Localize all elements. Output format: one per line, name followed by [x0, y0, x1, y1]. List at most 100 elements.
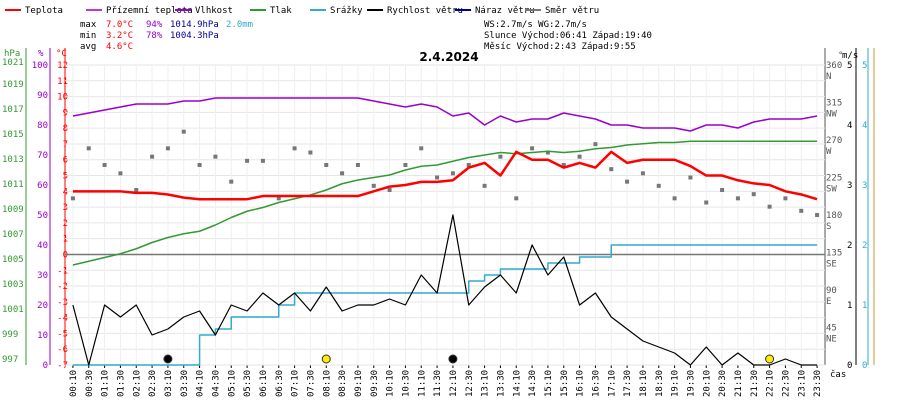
legend-label: Tlak: [270, 6, 292, 16]
stat-temperature: 4.6°C: [106, 42, 133, 52]
humidity-tick: 80: [37, 121, 48, 131]
pressure-unit: hPa: [4, 49, 20, 59]
stat-label: avg: [80, 42, 96, 52]
x-tick-label: 15:30: [560, 370, 570, 397]
x-tick-label: 23:10: [797, 370, 807, 397]
stats-block: max 7.0°C 94% 1014.9hPa 2.0mm min 3.2°C 78% 1004…: [80, 20, 253, 52]
wind-direction-point: [260, 158, 265, 163]
x-tick-label: 06:30: [275, 370, 285, 397]
direction-degree: 270: [826, 136, 842, 146]
x-tick-label: 17:10: [607, 370, 617, 397]
wind-direction-point: [165, 146, 170, 151]
pressure-tick: 1001: [2, 305, 24, 315]
humidity-line: [72, 97, 818, 132]
pressure-line: [72, 140, 818, 266]
wind-direction-point: [102, 163, 107, 167]
direction-label: W: [826, 147, 832, 157]
wind-direction-point: [134, 188, 139, 192]
humidity-tick: 30: [37, 271, 48, 281]
x-tick-label: 08:10: [322, 370, 332, 397]
wind-direction-point: [735, 196, 740, 201]
wind-direction-point: [403, 163, 408, 167]
x-tick-label: 12:10: [449, 370, 459, 397]
direction-degree: 180: [826, 211, 842, 221]
rain-tick: 0: [862, 361, 867, 371]
x-tick-label: 05:30: [243, 370, 253, 397]
direction-degree: 225: [826, 174, 842, 184]
x-tick-label: 05:10: [227, 370, 237, 397]
wind-direction-point: [640, 171, 645, 176]
legend-label: Vlhkost: [195, 6, 233, 16]
moonrise-marker: [163, 354, 173, 364]
humidity-unit: %: [38, 49, 44, 59]
pressure-tick: 1021: [2, 58, 24, 68]
wind-direction-point: [276, 196, 281, 201]
stat-humidity: 94%: [146, 20, 163, 30]
wind-tick: 4: [847, 121, 852, 131]
humidity-tick: 60: [37, 181, 48, 191]
legend-label: Srážky: [330, 6, 363, 16]
x-tick-label: 11:10: [417, 370, 427, 397]
wind-direction-point: [181, 129, 186, 134]
pressure-tick: 1005: [2, 255, 24, 265]
stat-temperature: 7.0°C: [106, 20, 133, 30]
direction-label: E: [826, 297, 831, 307]
wind-speed-line: [72, 214, 818, 366]
pressure-tick: 1007: [2, 230, 24, 240]
legend-label: Náraz větru: [475, 6, 535, 16]
stat-label: min: [80, 31, 96, 41]
x-axis-label: čas: [830, 369, 846, 380]
x-tick-label: 02:10: [132, 370, 142, 397]
moonset-marker: [448, 354, 458, 364]
pressure-tick: 1011: [2, 180, 24, 190]
wind-tick: 5: [847, 61, 852, 71]
wind-direction-point: [435, 175, 440, 180]
temperature-tick: 11: [57, 77, 68, 87]
pressure-tick: 1003: [2, 280, 24, 290]
temperature-tick: -7: [57, 361, 68, 371]
x-tick-label: 22:30: [781, 370, 791, 397]
wind-direction-point: [450, 171, 455, 176]
wind-direction-point: [720, 188, 725, 192]
wind-direction-point: [609, 167, 614, 172]
temperature-tick: -4: [57, 314, 68, 324]
x-tick-label: 03:30: [180, 370, 190, 397]
x-tick-label: 19:30: [686, 370, 696, 397]
temperature-unit: °C: [56, 49, 67, 59]
temperature-tick: -3: [57, 298, 68, 308]
wind-direction-point: [308, 150, 313, 155]
wind-direction-point: [466, 163, 471, 167]
x-tick-label: 08:30: [338, 370, 348, 397]
rain-tick: 3: [862, 181, 867, 191]
rain-tick: 5: [862, 61, 867, 71]
legend-label: Rychlost větru: [387, 6, 463, 16]
wind-direction-point: [593, 142, 598, 147]
x-tick-label: 13:10: [481, 370, 491, 397]
wind-direction-point: [340, 171, 345, 176]
x-tick-label: 20:30: [718, 370, 728, 397]
pressure-tick: 1015: [2, 130, 24, 140]
stat-label: max: [80, 20, 97, 30]
x-tick-label: 19:10: [671, 370, 681, 397]
wind-direction-point: [229, 179, 234, 184]
x-tick-label: 00:10: [69, 370, 79, 397]
pressure-tick: 1013: [2, 155, 24, 165]
info-line: Měsíc Východ:2:43 Západ:9:55: [484, 42, 636, 52]
rain-line: [72, 244, 818, 366]
direction-degree: 45: [826, 324, 837, 334]
rain-tick: 4: [862, 121, 867, 131]
legend: Teplota Přízemní teplota Vlhkost Tlak Srážky…: [5, 6, 599, 16]
x-tick-label: 04:10: [196, 370, 206, 397]
wind-direction-point: [656, 183, 661, 188]
temperature-tick: -5: [57, 329, 68, 339]
x-tick-label: 14:10: [512, 370, 522, 397]
wind-direction-point: [371, 183, 376, 188]
wind-direction-point: [625, 179, 630, 184]
x-tick-label: 10:10: [386, 370, 396, 397]
temperature-tick: -6: [57, 345, 68, 355]
sunrise-marker: [321, 354, 331, 364]
wind-direction-point: [704, 200, 709, 205]
pressure-tick: 999: [2, 330, 18, 340]
x-tick-label: 12:30: [465, 370, 475, 397]
x-tick-label: 20:10: [702, 370, 712, 397]
